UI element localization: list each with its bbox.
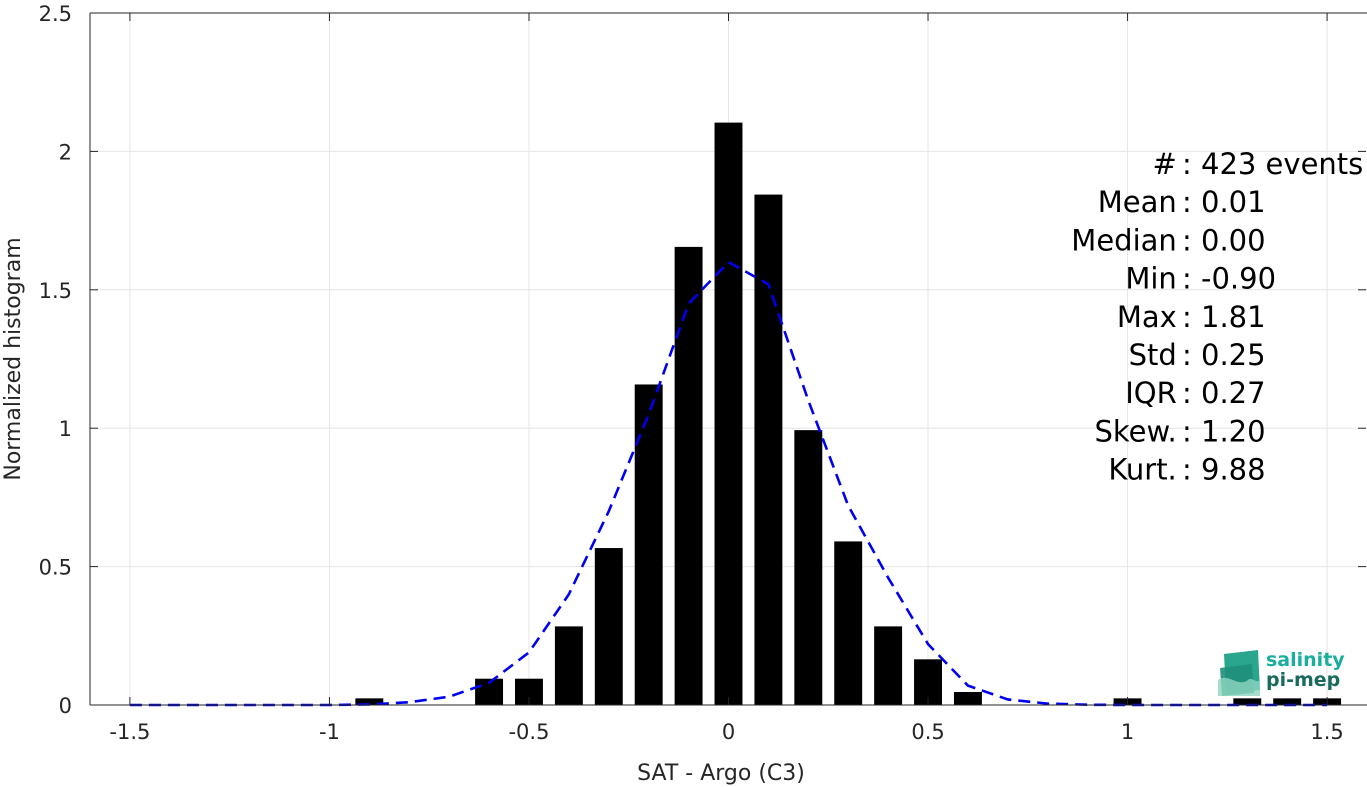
histogram-bar xyxy=(714,122,743,706)
y-tick-label: 0.5 xyxy=(39,556,72,580)
stat-label: Skew. xyxy=(1094,414,1186,448)
histogram-bar xyxy=(355,698,384,705)
x-tick-label: 1.5 xyxy=(1310,720,1343,744)
stat-line: IQR : 0.27 xyxy=(1125,376,1265,410)
stat-label: # xyxy=(1152,147,1186,181)
histogram-bar xyxy=(1233,698,1262,705)
histogram-bar xyxy=(953,691,982,705)
x-ticks: -1.5 -1 -0.5 0 0.5 1 1.5 xyxy=(109,13,1344,744)
histogram-bar xyxy=(874,626,903,705)
stat-value: : 0.00 xyxy=(1182,223,1266,257)
logo-text-pi-mep: pi-mep xyxy=(1266,669,1340,691)
x-tick-label: 0 xyxy=(722,720,735,744)
stat-value: : 1.81 xyxy=(1182,300,1266,334)
stat-line: Min : -0.90 xyxy=(1125,262,1276,296)
logo-text-salinity: salinity xyxy=(1266,649,1345,671)
histogram-bar xyxy=(754,194,783,705)
y-tick-label: 2.5 xyxy=(39,2,72,26)
stat-value: : 0.01 xyxy=(1182,185,1266,219)
y-tick-label: 2 xyxy=(59,140,72,164)
y-ticks: 0 0.5 1 1.5 2 2.5 xyxy=(39,2,1366,718)
x-tick-label: -1.5 xyxy=(109,720,150,744)
x-axis-label: SAT - Argo (C3) xyxy=(637,761,805,786)
stat-label: Min xyxy=(1125,262,1186,296)
y-tick-label: 0 xyxy=(59,694,72,718)
histogram-bar xyxy=(554,626,583,705)
stat-value: : 0.27 xyxy=(1182,376,1266,410)
stat-line: Mean : 0.01 xyxy=(1098,185,1266,219)
stat-label: Std xyxy=(1129,338,1186,372)
stat-value: : 0.25 xyxy=(1182,338,1266,372)
histogram-bar xyxy=(674,246,703,705)
stat-label: Mean xyxy=(1098,185,1186,219)
x-tick-label: -0.5 xyxy=(508,720,549,744)
y-tick-label: 1 xyxy=(59,417,72,441)
stat-value: : 423 events xyxy=(1182,147,1363,181)
stat-line: Skew. : 1.20 xyxy=(1094,414,1265,448)
stat-label: IQR xyxy=(1125,376,1186,410)
stat-label: Max xyxy=(1117,300,1186,334)
stat-value: : 1.20 xyxy=(1182,414,1266,448)
salinity-pi-mep-logo: salinity pi-mep xyxy=(1218,649,1345,696)
bars xyxy=(355,122,1342,706)
statistics-annotation: # : 423 events Mean : 0.01 Median : 0.00 Mi… xyxy=(1071,147,1363,487)
stat-value: : -0.90 xyxy=(1182,262,1276,296)
histogram-bar xyxy=(594,548,623,705)
histogram-bar xyxy=(834,541,863,705)
histogram-bar xyxy=(1273,698,1302,705)
histogram-bar xyxy=(794,430,823,705)
x-tick-label: 1 xyxy=(1121,720,1134,744)
stat-line: Std : 0.25 xyxy=(1129,338,1266,372)
stat-line: Median : 0.00 xyxy=(1071,223,1265,257)
x-tick-label: -1 xyxy=(319,720,340,744)
x-tick-label: 0.5 xyxy=(911,720,944,744)
y-axis-label: Normalized histogram xyxy=(1,237,26,480)
y-tick-label: 1.5 xyxy=(39,279,72,303)
stat-label: Kurt. xyxy=(1108,453,1186,487)
histogram-bar xyxy=(634,384,663,705)
stat-value: : 9.88 xyxy=(1182,453,1266,487)
stat-line: Max : 1.81 xyxy=(1117,300,1266,334)
wave-logo-icon xyxy=(1218,650,1260,696)
stat-line: Kurt. : 9.88 xyxy=(1108,453,1265,487)
stat-label: Median xyxy=(1071,223,1186,257)
stat-line: # : 423 events xyxy=(1152,147,1363,181)
